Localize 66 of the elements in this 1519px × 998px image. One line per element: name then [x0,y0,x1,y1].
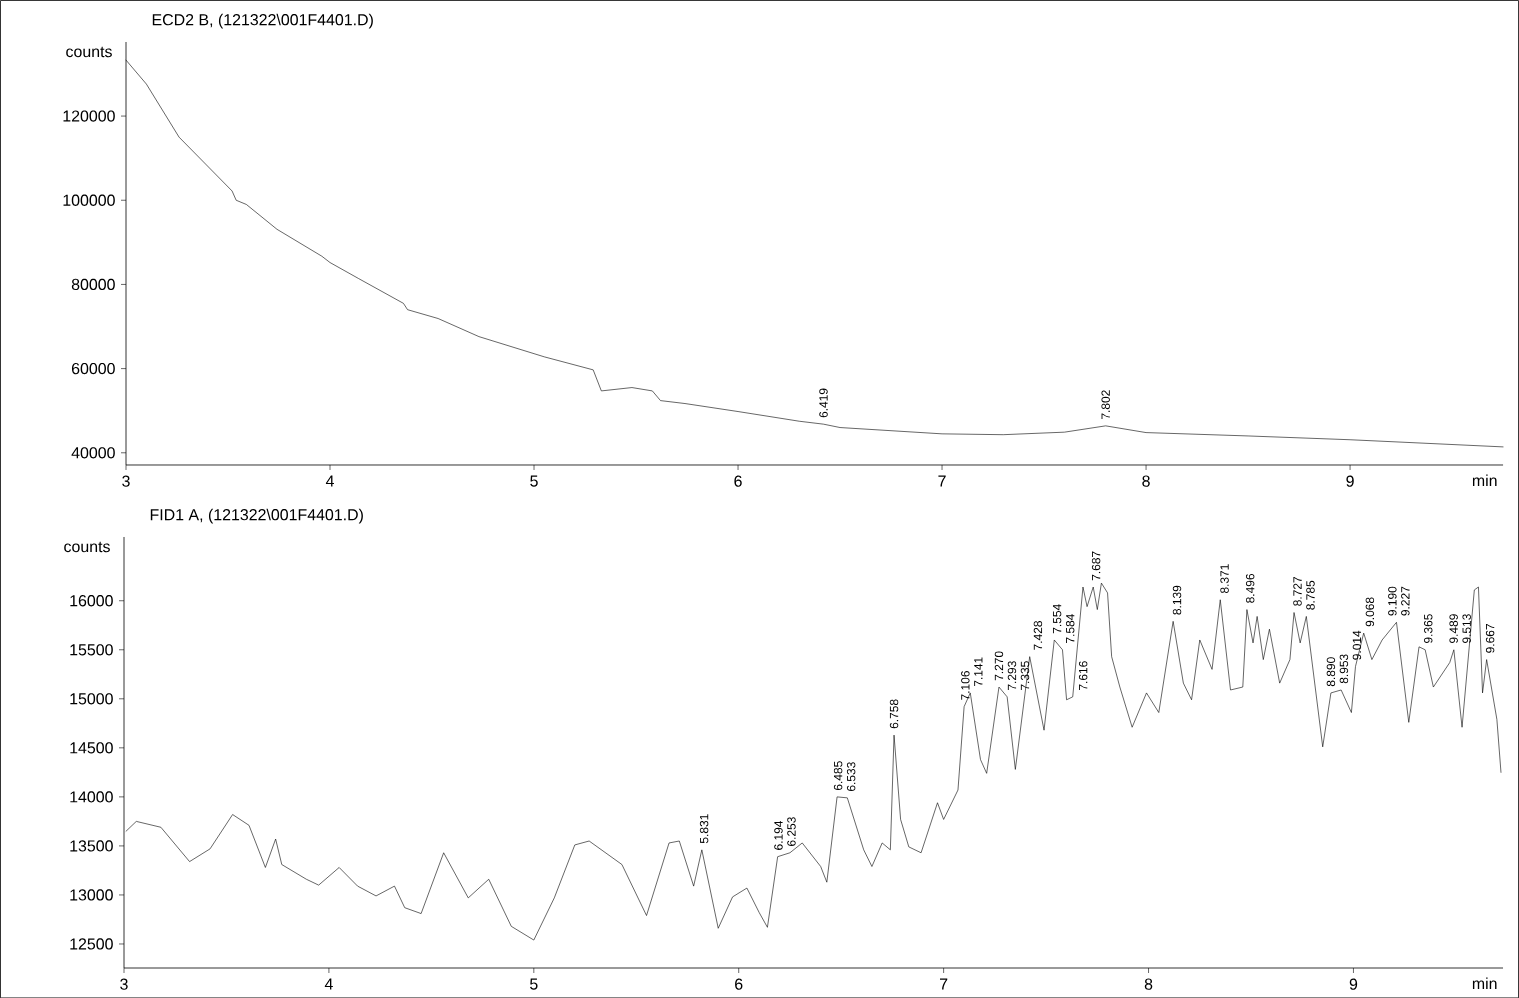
x-axis-title: min [1472,474,1497,487]
annotation: 7.584 [1065,614,1075,643]
annotation: 8.785 [1306,580,1315,610]
annotation: 6.485 [833,761,843,791]
annotation: 8.371 [1220,564,1229,594]
annotation: 7.616 [1078,661,1088,691]
annotation: 5.831 [699,814,709,844]
x-tick-label: 5 [530,475,538,487]
annotation: 8.727 [1293,577,1302,606]
annotation: 9.014 [1352,630,1362,660]
y-tick-label: 15000 [70,693,113,705]
y-tick-label: 15500 [70,644,113,656]
annotation: 8.953 [1339,654,1349,684]
y-tick-label: 40000 [71,447,115,459]
x-tick-label: 7 [938,475,946,487]
x-axis-title: min [1472,977,1497,990]
annotation: 9.667 [1485,624,1495,653]
annotation: 7.335 [1020,661,1030,691]
annotation: 7.293 [1007,661,1017,691]
x-tick-label: 4 [324,978,333,990]
y-axis-title: counts [64,541,110,553]
x-tick-label: 3 [120,978,128,990]
x-tick-label: 3 [122,475,130,487]
annotation: 9.227 [1401,586,1410,616]
annotation: 6.194 [774,820,783,850]
y-tick-label: 60000 [71,362,115,375]
y-tick-label: 120000 [63,110,115,122]
annotation: 9.190 [1388,586,1397,616]
annotation: 7.106 [961,671,970,700]
annotation: 7.428 [1033,621,1043,650]
annotation: 9.365 [1424,614,1433,644]
annotation: 6.419 [819,388,828,418]
annotation: 7.270 [994,651,1004,681]
y-tick-label: 14000 [70,791,113,803]
annotation: 9.513 [1462,614,1471,644]
x-tick-label: 9 [1346,475,1354,487]
annotation: 6.533 [846,762,856,792]
x-tick-label: 6 [735,978,743,990]
annotation: 7.141 [974,657,983,687]
annotation: 8.890 [1326,657,1336,687]
chart-title: FID1 A, (121322\001F4401.D) [150,508,363,524]
annotation: 8.496 [1245,573,1255,603]
x-tick-label: 5 [530,978,538,990]
y-tick-label: 16000 [70,595,113,607]
annotation: 7.554 [1052,604,1062,634]
annotation: 9.068 [1365,597,1375,627]
y-tick-label: 14500 [70,742,113,754]
annotation: 9.489 [1449,614,1458,644]
annotation: 6.758 [889,699,899,729]
x-tick-label: 4 [325,475,334,487]
annotation: 8.139 [1172,585,1182,615]
y-tick-label: 13500 [70,840,113,852]
x-tick-label: 6 [734,475,742,487]
y-axis-title: counts [66,46,112,58]
annotation: 6.253 [787,817,796,846]
x-tick-label: 9 [1349,978,1358,990]
x-tick-label: 8 [1144,978,1153,990]
annotation: 7.802 [1101,390,1110,420]
y-tick-label: 100000 [63,194,115,206]
y-tick-label: 12500 [70,938,113,950]
y-tick-label: 13000 [70,889,113,901]
x-tick-label: 8 [1142,475,1150,487]
annotation: 7.687 [1091,551,1101,581]
y-tick-label: 80000 [71,278,115,291]
chart-title: ECD2 B, (121322\001F4401.D) [152,13,373,29]
x-tick-label: 7 [940,978,948,990]
